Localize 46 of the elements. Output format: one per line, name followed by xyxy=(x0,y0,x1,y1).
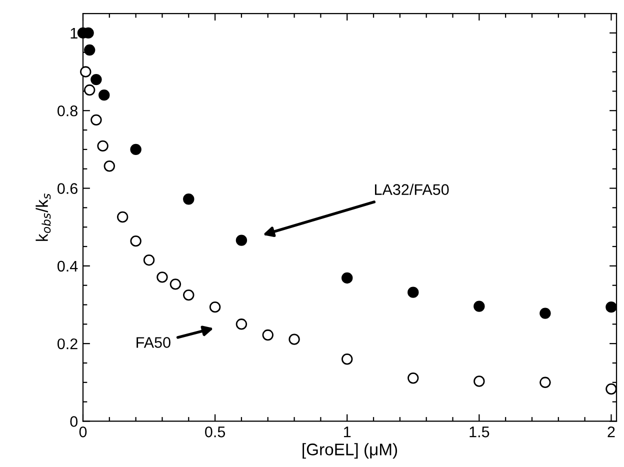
point xyxy=(288,334,300,345)
y-tick-label: 1 xyxy=(70,28,78,38)
point xyxy=(117,211,128,223)
point xyxy=(408,372,419,384)
point xyxy=(84,84,96,96)
x-axis-title: [GroEL] (μM) xyxy=(302,443,398,459)
y-tick-label: 0.4 xyxy=(57,260,78,272)
point xyxy=(236,234,248,246)
annotation: FA50 xyxy=(136,337,170,348)
x-tick-label: 2 xyxy=(608,426,615,438)
point xyxy=(183,194,194,205)
x-tick-label: 0 xyxy=(79,426,87,438)
point xyxy=(156,272,168,283)
point xyxy=(143,254,155,266)
point xyxy=(209,301,221,313)
point xyxy=(130,144,142,156)
point xyxy=(262,329,274,341)
point xyxy=(236,318,248,330)
point xyxy=(98,89,110,101)
y-tick-label: 0.6 xyxy=(57,183,78,194)
y-tick-label: 0 xyxy=(70,416,78,427)
point xyxy=(183,289,194,301)
point xyxy=(90,114,102,126)
x-tick-label: 0.5 xyxy=(205,426,226,438)
point xyxy=(84,44,96,56)
x-tick-label: 1 xyxy=(344,426,351,438)
point xyxy=(474,300,485,312)
y-tick-label: 0.8 xyxy=(57,105,78,116)
point xyxy=(540,376,551,388)
point xyxy=(408,286,419,298)
point xyxy=(474,376,485,387)
x-tick-label: 1.5 xyxy=(470,426,490,438)
point xyxy=(170,278,182,290)
point xyxy=(342,272,353,284)
point xyxy=(130,235,142,247)
point xyxy=(80,66,92,78)
point xyxy=(540,308,551,319)
y-tick-label: 0.2 xyxy=(57,338,78,350)
point xyxy=(104,160,116,172)
point xyxy=(606,301,617,313)
y-axis-title: k$_{obs}$/k$_{s}$ xyxy=(36,194,51,241)
point xyxy=(342,354,353,365)
annotation: LA32/FA50 xyxy=(375,184,449,195)
point xyxy=(606,383,617,395)
point xyxy=(90,74,102,86)
point xyxy=(97,140,108,152)
